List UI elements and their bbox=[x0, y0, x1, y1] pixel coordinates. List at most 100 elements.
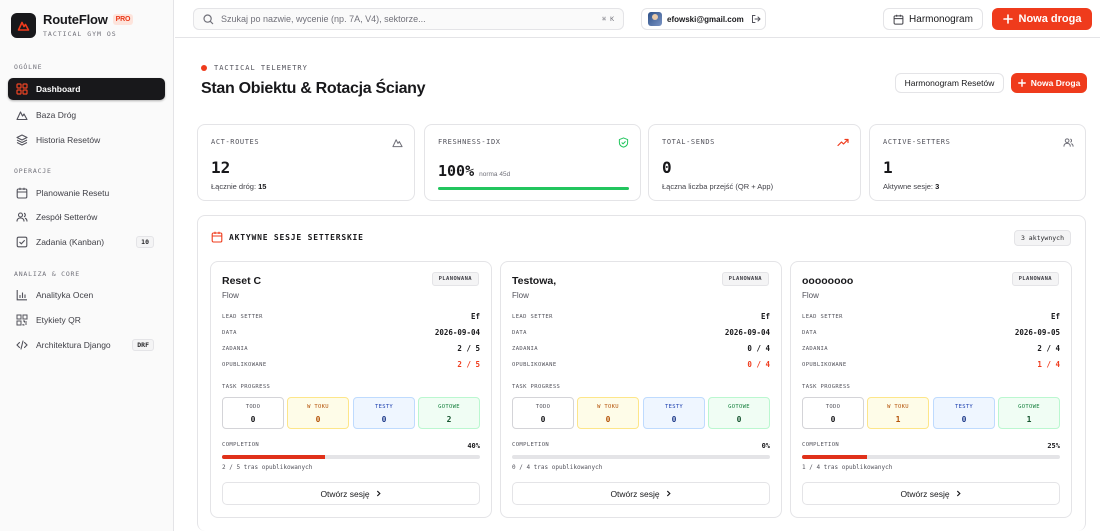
mountain-icon bbox=[392, 139, 403, 148]
sidebar-item-dashboard[interactable]: Dashboard bbox=[8, 78, 165, 100]
session-card: oooooooo Flow PLANOWANA LEAD SETTER Ef DA… bbox=[790, 261, 1072, 518]
chevron-right-icon bbox=[956, 490, 961, 497]
session-type: Flow bbox=[802, 291, 819, 300]
todo-tile: TODO 0 bbox=[802, 397, 864, 429]
tasks-row: ZADANIA 0 / 4 bbox=[512, 344, 770, 353]
open-session-button[interactable]: Otwórz sesję bbox=[222, 482, 480, 505]
done-tile: GOTOWE 0 bbox=[708, 397, 770, 429]
bar-chart-icon bbox=[16, 290, 27, 301]
logout-icon[interactable] bbox=[751, 14, 761, 24]
schedule-button[interactable]: Harmonogram bbox=[883, 8, 983, 30]
date-row: DATA 2026-09-05 bbox=[802, 328, 1060, 337]
sidebar-item-django-architecture[interactable]: Architektura Django DRF bbox=[8, 334, 165, 356]
stat-card-freshness: FRESHNESS-IDX 100% norma 45d bbox=[424, 124, 641, 201]
lead-setter-row: LEAD SETTER Ef bbox=[222, 312, 480, 321]
stat-card-total-sends: TOTAL-SENDS 0 Łączna liczba przejść (QR … bbox=[648, 124, 861, 201]
sidebar-item-reset-history[interactable]: Historia Resetów bbox=[8, 129, 165, 151]
chevron-right-icon bbox=[376, 490, 381, 497]
search-input[interactable] bbox=[221, 14, 601, 24]
dashboard-grid-icon bbox=[16, 83, 28, 95]
panel-title: AKTYWNE SESJE SETTERSKIE bbox=[229, 233, 364, 242]
completion-bar bbox=[512, 455, 770, 459]
published-row: OPUBLIKOWANE 1 / 4 bbox=[802, 360, 1060, 369]
kanban-count-badge: 10 bbox=[136, 236, 154, 248]
sidebar-item-grade-analytics[interactable]: Analityka Ocen bbox=[8, 284, 165, 306]
sidebar-item-label: Dashboard bbox=[36, 84, 81, 94]
open-session-button[interactable]: Otwórz sesję bbox=[512, 482, 770, 505]
active-sessions-panel: AKTYWNE SESJE SETTERSKIE 3 aktywnych bbox=[197, 215, 1086, 531]
sidebar-item-label: Analityka Ocen bbox=[36, 290, 94, 300]
testing-tile: TESTY 0 bbox=[353, 397, 415, 429]
new-route-button[interactable]: Nowa droga bbox=[992, 8, 1092, 30]
task-progress-label: TASK PROGRESS bbox=[512, 384, 561, 390]
session-name: oooooooo bbox=[802, 275, 854, 287]
sidebar-item-label: Zadania (Kanban) bbox=[36, 237, 105, 247]
task-progress-label: TASK PROGRESS bbox=[222, 384, 271, 390]
session-card: Reset C Flow PLANOWANA LEAD SETTER Ef DAT… bbox=[210, 261, 492, 518]
stat-subtext: Łączna liczba przejść (QR + App) bbox=[662, 182, 774, 191]
eyebrow-text: TACTICAL TELEMETRY bbox=[214, 64, 308, 72]
sidebar-item-label: Baza Dróg bbox=[36, 110, 77, 120]
stat-card-active-setters: ACTIVE-SETTERS 1 Aktywne sesje: 3 bbox=[869, 124, 1086, 201]
logo-icon bbox=[11, 12, 36, 38]
search-shortcut: ⌘ K bbox=[602, 15, 614, 23]
session-type: Flow bbox=[512, 291, 529, 300]
freshness-norm: norma 45d bbox=[479, 171, 511, 178]
sidebar-item-label: Architektura Django bbox=[36, 340, 111, 350]
nav-section-operations: OPERACJE bbox=[14, 167, 52, 175]
search-box[interactable]: ⌘ K bbox=[193, 8, 624, 30]
checkbox-icon bbox=[16, 236, 28, 248]
completion-row: COMPLETION 40% bbox=[222, 442, 480, 450]
pro-badge: PRO bbox=[112, 14, 134, 25]
todo-tile: TODO 0 bbox=[222, 397, 284, 429]
in-progress-tile: W TOKU 0 bbox=[577, 397, 639, 429]
session-name: Testowa, bbox=[512, 275, 557, 287]
calendar-icon bbox=[211, 231, 223, 243]
sidebar-item-kanban[interactable]: Zadania (Kanban) 10 bbox=[8, 231, 165, 253]
new-route-header-button[interactable]: Nowa Droga bbox=[1011, 73, 1087, 93]
chevron-right-icon bbox=[666, 490, 671, 497]
sidebar-item-qr-labels[interactable]: Etykiety QR bbox=[8, 309, 165, 331]
brand[interactable]: RouteFlow PRO TACTICAL GYM OS bbox=[11, 11, 134, 39]
calendar-icon bbox=[16, 187, 28, 199]
in-progress-tile: W TOKU 0 bbox=[287, 397, 349, 429]
stat-value: 100% bbox=[438, 162, 475, 180]
users-icon bbox=[16, 212, 28, 222]
trending-up-icon bbox=[837, 138, 849, 147]
status-badge: PLANOWANA bbox=[1011, 272, 1059, 286]
open-session-button[interactable]: Otwórz sesję bbox=[802, 482, 1060, 505]
sidebar-item-label: Historia Resetów bbox=[36, 135, 101, 145]
active-count-badge: 3 aktywnych bbox=[1013, 230, 1071, 246]
sidebar-item-reset-planning[interactable]: Planowanie Resetu bbox=[8, 182, 165, 204]
session-name: Reset C bbox=[222, 275, 262, 287]
completion-row: COMPLETION 0% bbox=[512, 442, 770, 450]
new-route-label: Nowa droga bbox=[1018, 13, 1082, 25]
freshness-value-row: 100% norma 45d bbox=[438, 162, 510, 180]
stat-value: 12 bbox=[211, 158, 231, 177]
page-eyebrow: TACTICAL TELEMETRY bbox=[201, 64, 308, 72]
avatar bbox=[648, 12, 662, 26]
topbar: ⌘ K efowski@gmail.com Harmonogram Nowa d… bbox=[175, 0, 1100, 38]
freshness-progress-bar bbox=[438, 187, 629, 190]
sidebar-item-setter-team[interactable]: Zespół Setterów bbox=[8, 206, 165, 228]
status-badge: PLANOWANA bbox=[721, 272, 769, 286]
plus-icon bbox=[1017, 79, 1026, 87]
testing-tile: TESTY 0 bbox=[643, 397, 705, 429]
lead-setter-row: LEAD SETTER Ef bbox=[512, 312, 770, 321]
completion-fill bbox=[222, 455, 326, 459]
stat-subtext: Aktywne sesje: 3 bbox=[883, 182, 940, 191]
status-badge: PLANOWANA bbox=[431, 272, 479, 286]
sidebar-item-label: Zespół Setterów bbox=[36, 212, 98, 222]
reset-schedule-button[interactable]: Harmonogram Resetów bbox=[895, 73, 1004, 93]
sidebar-item-label: Etykiety QR bbox=[36, 315, 81, 325]
nav-section-analytics: ANALIZA & CORE bbox=[14, 270, 80, 278]
sidebar-item-routes[interactable]: Baza Dróg bbox=[8, 104, 165, 126]
stat-label: FRESHNESS-IDX bbox=[438, 138, 501, 146]
session-card: Testowa, Flow PLANOWANA LEAD SETTER Ef DA… bbox=[500, 261, 782, 518]
stat-label: TOTAL-SENDS bbox=[662, 138, 715, 146]
shield-check-icon bbox=[618, 137, 629, 148]
stat-value: 1 bbox=[883, 158, 893, 177]
tasks-row: ZADANIA 2 / 4 bbox=[802, 344, 1060, 353]
user-menu[interactable]: efowski@gmail.com bbox=[641, 8, 766, 30]
code-icon bbox=[16, 340, 28, 350]
